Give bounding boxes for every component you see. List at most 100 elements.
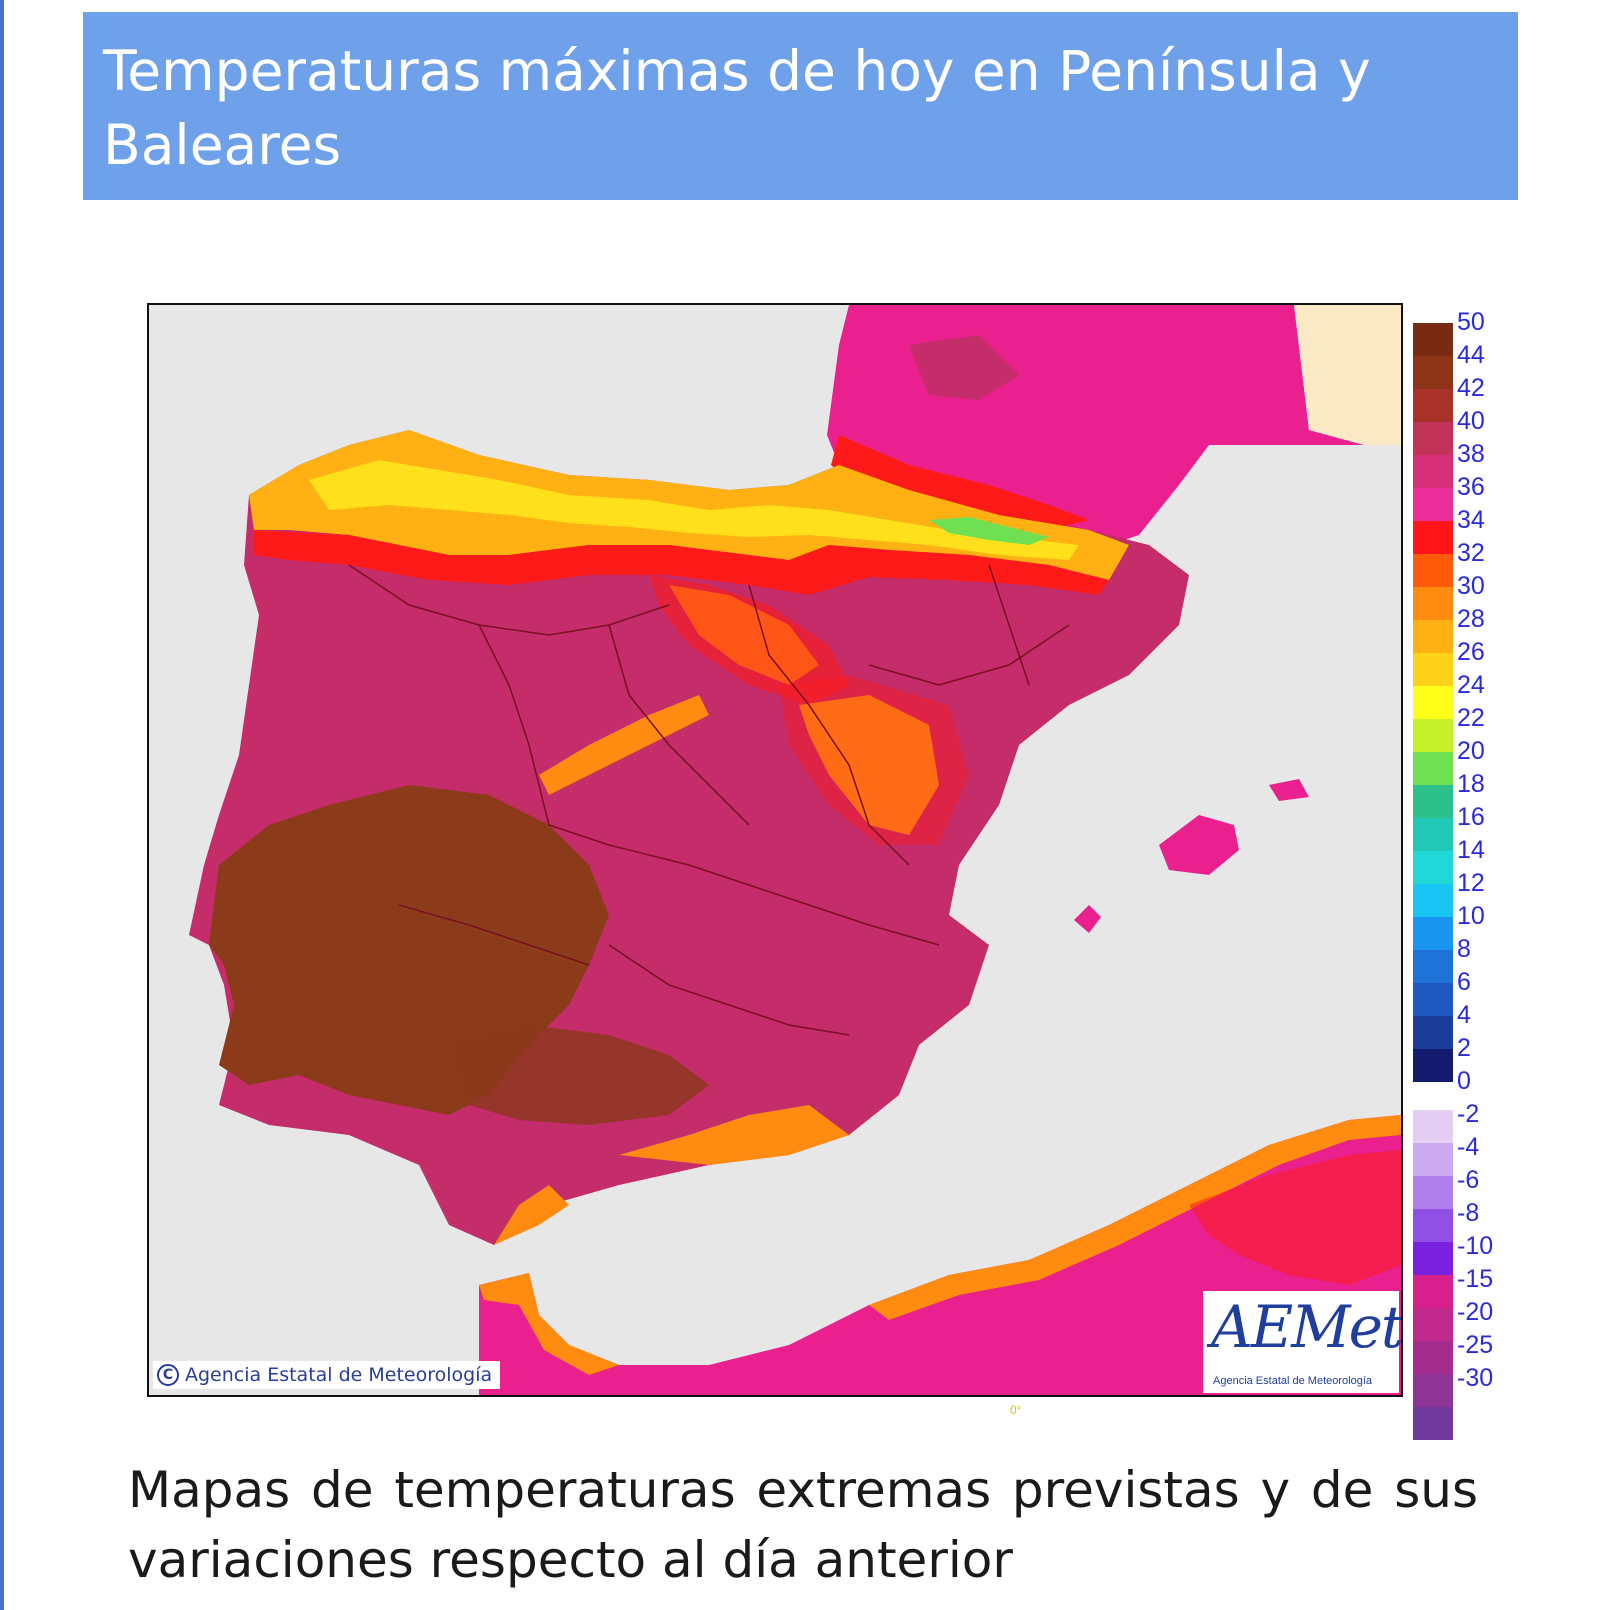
map-caption: Mapas de temperaturas extremas previstas… bbox=[128, 1461, 1478, 1589]
legend-gap bbox=[1413, 1082, 1453, 1110]
legend-label: 50 bbox=[1457, 308, 1485, 336]
aemet-logo: AEMet Agencia Estatal de Meteorología bbox=[1203, 1291, 1403, 1393]
legend-label: 28 bbox=[1457, 605, 1485, 633]
legend-swatch bbox=[1413, 554, 1453, 587]
legend-label: 4 bbox=[1457, 1001, 1471, 1029]
legend-label: -4 bbox=[1457, 1133, 1480, 1161]
legend-label: 2 bbox=[1457, 1034, 1471, 1062]
legend-label: 44 bbox=[1457, 341, 1485, 369]
legend-swatch bbox=[1413, 884, 1453, 917]
copyright-text: Agencia Estatal de Meteorología bbox=[185, 1364, 493, 1386]
legend-swatch bbox=[1413, 1049, 1453, 1082]
legend-label: 16 bbox=[1457, 803, 1485, 831]
legend-labels: 50 44 42 40 38 36 34 32 30 28 26 24 22 20 18 16 14 12 10 8 6… bbox=[1457, 308, 1537, 1408]
legend-label: 32 bbox=[1457, 539, 1485, 567]
legend-label: 40 bbox=[1457, 407, 1485, 435]
ibiza bbox=[1074, 905, 1101, 933]
legend-swatch bbox=[1413, 1016, 1453, 1049]
legend-label: 14 bbox=[1457, 836, 1485, 864]
legend-swatch bbox=[1413, 422, 1453, 455]
legend-label: 26 bbox=[1457, 638, 1485, 666]
aemet-logo-word: AEMet bbox=[1211, 1293, 1403, 1361]
page-title: Temperaturas máximas de hoy en Península… bbox=[103, 39, 1371, 177]
aemet-logo-subtitle: Agencia Estatal de Meteorología bbox=[1213, 1375, 1372, 1387]
legend-swatch bbox=[1413, 719, 1453, 752]
region-borders bbox=[348, 564, 1070, 1036]
map-copyright: C Agencia Estatal de Meteorología bbox=[153, 1361, 501, 1389]
legend-label: -25 bbox=[1457, 1331, 1494, 1359]
legend-label: 24 bbox=[1457, 671, 1485, 699]
eastern-red bbox=[779, 675, 969, 845]
cantabrian-yellow bbox=[309, 460, 1079, 560]
meridian-label: 0° bbox=[1010, 1403, 1022, 1417]
france-blotch bbox=[909, 335, 1019, 400]
legend-swatch bbox=[1413, 587, 1453, 620]
legend-swatch bbox=[1413, 1176, 1453, 1209]
legend-swatch bbox=[1413, 356, 1453, 389]
central-system-orange bbox=[539, 695, 709, 795]
legend-swatch bbox=[1413, 1275, 1453, 1308]
legend-swatch bbox=[1413, 818, 1453, 851]
legend-swatch bbox=[1413, 752, 1453, 785]
legend-swatch bbox=[1413, 983, 1453, 1016]
france-red-band bbox=[831, 435, 1089, 530]
legend-swatch bbox=[1413, 521, 1453, 554]
copyright-icon: C bbox=[157, 1364, 179, 1386]
map-canvas bbox=[189, 305, 1401, 1395]
legend-label: 38 bbox=[1457, 440, 1485, 468]
legend-label: 10 bbox=[1457, 902, 1485, 930]
legend-label: 8 bbox=[1457, 935, 1471, 963]
legend-label: 42 bbox=[1457, 374, 1485, 402]
legend-swatch bbox=[1413, 1242, 1453, 1275]
legend-label: 0 bbox=[1457, 1067, 1471, 1095]
legend-label: -20 bbox=[1457, 1298, 1494, 1326]
legend-swatch bbox=[1413, 389, 1453, 422]
legend-label: -15 bbox=[1457, 1265, 1494, 1293]
north-africa-red-patches bbox=[1189, 1150, 1401, 1285]
guadalquivir-hot bbox=[449, 1025, 709, 1125]
legend-swatch bbox=[1413, 1110, 1453, 1143]
legend-color-scale bbox=[1413, 323, 1453, 1440]
legend-swatch bbox=[1413, 1143, 1453, 1176]
legend-swatch bbox=[1413, 851, 1453, 884]
iberian-system-red bbox=[649, 575, 849, 705]
legend-swatch bbox=[1413, 785, 1453, 818]
legend-swatch bbox=[1413, 488, 1453, 521]
legend-swatch bbox=[1413, 620, 1453, 653]
title-banner: Temperaturas máximas de hoy en Península… bbox=[83, 12, 1518, 200]
legend-swatch bbox=[1413, 455, 1453, 488]
menorca bbox=[1269, 779, 1309, 801]
legend-label: 6 bbox=[1457, 968, 1471, 996]
legend-swatch bbox=[1413, 1407, 1453, 1440]
north-africa-orange-coast bbox=[869, 1115, 1401, 1320]
legend-label: 36 bbox=[1457, 473, 1485, 501]
eastern-orange bbox=[799, 695, 939, 835]
legend-label: 22 bbox=[1457, 704, 1485, 732]
legend-swatch bbox=[1413, 950, 1453, 983]
legend-label: 30 bbox=[1457, 572, 1485, 600]
mallorca bbox=[1159, 815, 1239, 875]
north-africa-coast-west bbox=[479, 1273, 619, 1375]
legend-label: -6 bbox=[1457, 1166, 1480, 1194]
legend-label: 20 bbox=[1457, 737, 1485, 765]
legend-label: -2 bbox=[1457, 1100, 1480, 1128]
north-africa-land bbox=[479, 1115, 1401, 1395]
temperature-map: C Agencia Estatal de Meteorología AEMet … bbox=[147, 303, 1403, 1397]
beige-corner bbox=[1294, 305, 1401, 445]
legend-swatch bbox=[1413, 1374, 1453, 1407]
legend-label: 12 bbox=[1457, 869, 1485, 897]
legend-label: -8 bbox=[1457, 1199, 1480, 1227]
legend-swatch bbox=[1413, 323, 1453, 356]
northern-red-edge bbox=[254, 530, 1109, 595]
legend-swatch bbox=[1413, 917, 1453, 950]
legend-label: 34 bbox=[1457, 506, 1485, 534]
pyrenees-green bbox=[929, 517, 1049, 545]
legend-swatch bbox=[1413, 686, 1453, 719]
legend-label: 18 bbox=[1457, 770, 1485, 798]
legend-swatch bbox=[1413, 1308, 1453, 1341]
southern-coast-orange bbox=[619, 1105, 849, 1165]
legend-label: -30 bbox=[1457, 1364, 1494, 1392]
legend-label: -10 bbox=[1457, 1232, 1494, 1260]
gibraltar-orange bbox=[494, 1185, 569, 1245]
legend-swatch bbox=[1413, 1341, 1453, 1374]
